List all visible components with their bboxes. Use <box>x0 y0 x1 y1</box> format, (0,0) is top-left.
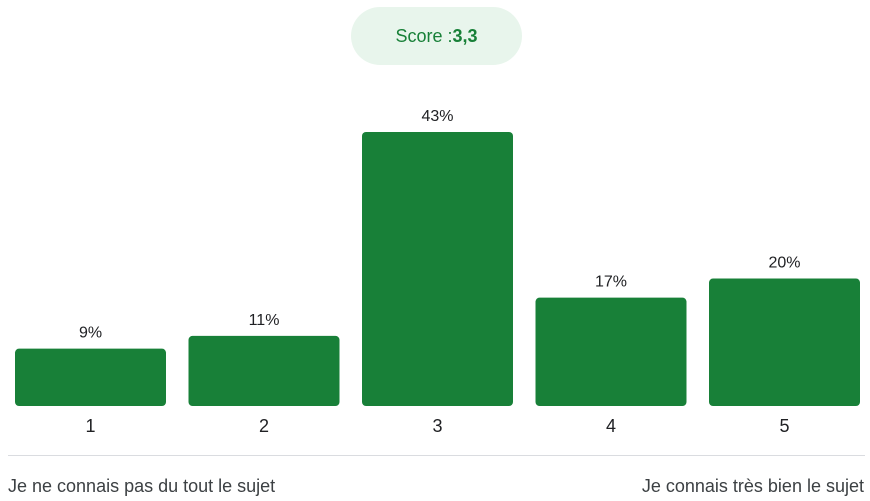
scale-min-label: Je ne connais pas du tout le sujet <box>8 476 276 496</box>
bar-4 <box>535 297 687 406</box>
score-label: Score : <box>395 25 453 46</box>
score-value: 3,3 <box>452 25 478 46</box>
bar-value-label: 43% <box>421 108 453 125</box>
bar-chart: 9% 1 11% 2 43% 3 17% 4 20% 5 <box>15 108 860 436</box>
divider <box>8 455 865 456</box>
bar-value-label: 9% <box>79 325 102 342</box>
x-tick-label: 2 <box>259 416 269 436</box>
bar-1 <box>15 348 166 406</box>
x-tick-label: 1 <box>85 416 95 436</box>
bar-3 <box>362 132 513 406</box>
x-tick-label: 3 <box>432 416 442 436</box>
bar-2 <box>188 335 340 406</box>
x-tick-label: 4 <box>606 416 616 436</box>
score-badge: Score : 3,3 <box>351 7 522 65</box>
bar-value-label: 11% <box>249 312 280 329</box>
bar-5 <box>709 278 860 406</box>
bar-value-label: 17% <box>595 274 627 291</box>
scale-max-label: Je connais très bien le sujet <box>641 476 864 496</box>
x-tick-label: 5 <box>779 416 789 436</box>
bar-value-label: 20% <box>768 255 800 272</box>
